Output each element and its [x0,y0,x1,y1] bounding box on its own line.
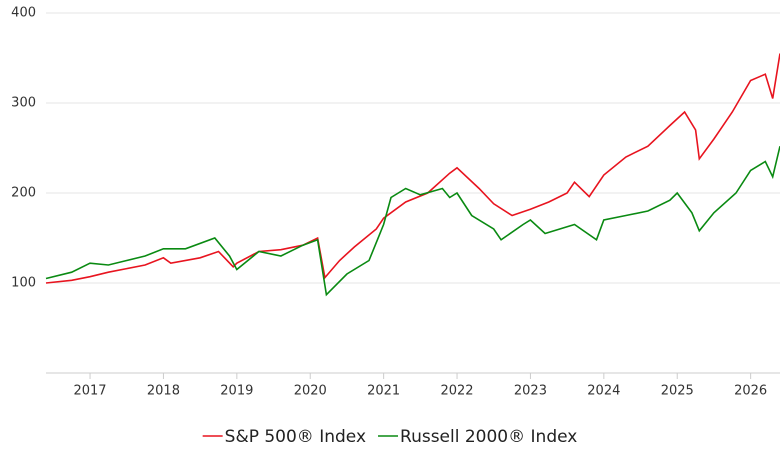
y-tick-label: 200 [11,186,36,201]
legend: S&P 500® Index Russell 2000® Index [202,427,577,447]
x-tick-label: 2025 [661,384,694,399]
x-tick-label: 2019 [220,384,253,399]
y-tick-label: 100 [11,276,36,291]
y-tick-label: 400 [11,6,36,21]
x-tick-label: 2026 [734,384,767,399]
legend-label: S&P 500® Index [225,427,366,446]
legend-label: Russell 2000® Index [400,427,577,446]
y-tick-label: 300 [11,96,36,111]
x-tick-label: 2023 [514,384,547,399]
x-tick-label: 2022 [440,384,473,399]
series-line [45,146,780,297]
x-tick-label: 2017 [73,384,106,399]
x-tick-label: 2020 [294,384,327,399]
x-tick-label: 2018 [147,384,180,399]
x-tick-label: 2024 [587,384,620,399]
series-line [45,53,780,284]
x-tick-label: 2021 [367,384,400,399]
